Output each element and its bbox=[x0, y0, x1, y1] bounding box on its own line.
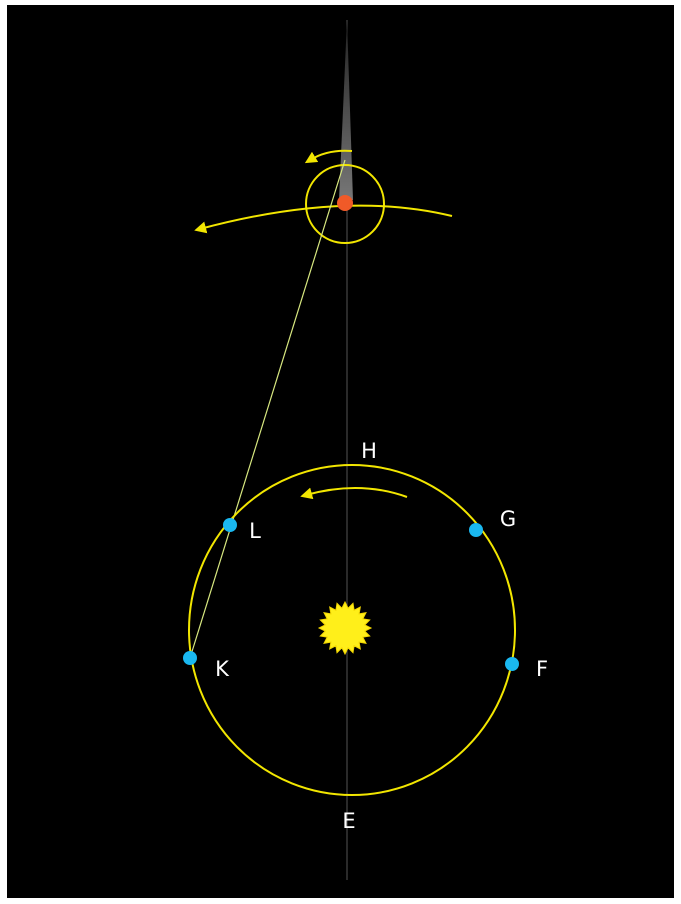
position-label: F bbox=[536, 657, 548, 681]
earth-position bbox=[505, 657, 519, 671]
position-label: L bbox=[249, 519, 261, 543]
position-label: H bbox=[361, 439, 377, 463]
position-label: G bbox=[500, 507, 516, 531]
comet-nucleus bbox=[337, 195, 353, 211]
position-label: E bbox=[342, 809, 355, 833]
position-label: K bbox=[215, 657, 230, 681]
earth-position bbox=[469, 523, 483, 537]
earth-position bbox=[183, 651, 197, 665]
background bbox=[7, 5, 674, 898]
diagram: H G F E K L bbox=[0, 0, 681, 904]
earth-position bbox=[223, 518, 237, 532]
